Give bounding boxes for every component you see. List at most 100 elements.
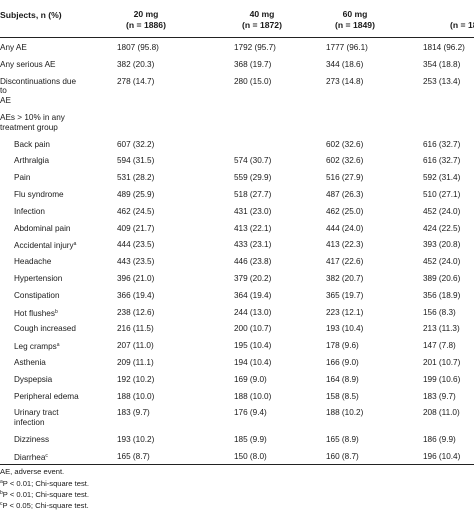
row-label: Any serious AE: [0, 60, 56, 70]
table-cell: 208 (11.0): [423, 408, 460, 418]
table-cell: 452 (24.0): [423, 257, 461, 267]
table-cell: 192 (10.2): [117, 374, 155, 384]
group-size-label: (n = 1885): [450, 20, 474, 30]
row-label-text: Headache: [14, 257, 52, 267]
table-cell: 382 (20.7): [326, 274, 364, 283]
table-cell: 413 (22.3): [326, 240, 364, 250]
table-cell: 238 (12.6): [117, 307, 155, 317]
table-cell: 531 (28.2): [117, 173, 155, 183]
row-label-text: Hot flushes: [14, 308, 55, 318]
table-cell: 594 (31.5): [117, 156, 155, 166]
table-cell: 193 (10.4): [326, 324, 364, 334]
row-label-line: Discontinuations due: [0, 76, 77, 86]
dose-column-header: (n = 1885): [430, 9, 474, 31]
group-size-label: (n = 1849): [335, 20, 375, 30]
row-label: Asthenia: [14, 358, 46, 368]
row-label: Abdominal pain: [14, 224, 70, 234]
row-label: Peripheral edema: [14, 392, 79, 402]
table-cell: 166 (9.0): [326, 358, 359, 367]
row-label: Any AE: [0, 43, 27, 53]
table-cell: 165 (8.7): [117, 451, 150, 461]
row-label: Dizziness: [14, 435, 49, 445]
dose-column-header: 60 mg (n = 1849): [315, 9, 395, 31]
table-cell: 602 (32.6): [326, 156, 364, 166]
table-cell: 178 (9.6): [326, 341, 359, 351]
table-cell: 616 (32.7): [423, 156, 461, 166]
footnote: cP < 0.05; Chi-square test.: [0, 499, 474, 511]
dose-column-header: 20 mg (n = 1886): [106, 9, 186, 31]
section-label-line: treatment group: [0, 122, 58, 132]
table-cell: 592 (31.4): [423, 173, 461, 183]
row-label: Urinary tract infection: [14, 408, 59, 427]
table-cell: 183 (9.7): [117, 408, 150, 418]
table-cell: 253 (13.4): [423, 76, 461, 86]
table-cell: 165 (8.9): [326, 434, 359, 444]
table-cell: 462 (25.0): [326, 206, 364, 216]
section-label-line: AEs > 10% in any: [0, 113, 65, 123]
table-cell: 510 (27.1): [423, 190, 461, 199]
row-label-text: Abdominal pain: [14, 223, 71, 233]
footnote-text: P < 0.05; Chi-square test.: [2, 501, 89, 511]
table-cell: 199 (10.6): [423, 374, 461, 384]
row-label: Discontinuations due to AE: [0, 77, 76, 106]
table-cell: 368 (19.7): [234, 59, 272, 69]
row-label-text: Flu syndrome: [14, 190, 64, 199]
row-label: Accidental injurya: [14, 240, 76, 251]
table-cell: 188 (10.0): [234, 391, 272, 401]
table-cell: 1792 (95.7): [234, 43, 276, 52]
dose-label: 20 mg: [133, 9, 159, 19]
row-label-text: Peripheral edema: [14, 391, 79, 401]
table-cell: 443 (23.5): [117, 257, 155, 267]
table-cell: 344 (18.6): [326, 59, 364, 69]
table-cell: 516 (27.9): [326, 173, 364, 183]
table-cell: 158 (8.5): [326, 391, 359, 401]
table-cell: 417 (22.6): [326, 257, 364, 267]
table-cell: 280 (15.0): [234, 76, 272, 86]
table-cell: 194 (10.4): [234, 358, 272, 367]
section-label-text: AEs > 10% in any treatment group: [0, 113, 65, 132]
table-cell: 188 (10.2): [326, 408, 364, 418]
table-cell: 431 (23.0): [234, 206, 272, 216]
table-cell: 393 (20.8): [423, 240, 461, 250]
row-label: Infection: [14, 207, 45, 217]
table-cell: 196 (10.4): [423, 451, 461, 461]
table-cell: 444 (23.5): [117, 240, 155, 250]
table-header: Subjects, n (%) 20 mg (n = 1886) 40 mg (n =…: [0, 6, 474, 38]
table-cell: 379 (20.2): [234, 274, 272, 283]
table-cell: 444 (24.0): [326, 223, 364, 233]
header-rule: [0, 37, 474, 38]
row-label-text: Back pain: [14, 139, 50, 149]
row-label-text: Accidental injury: [14, 241, 74, 251]
table-cell: 186 (9.9): [423, 434, 456, 444]
table-bottom-rule: [0, 464, 474, 466]
row-label: Back pain: [14, 140, 50, 150]
footnote: AE, adverse event.: [0, 466, 474, 477]
dose-label: 60 mg: [342, 9, 368, 19]
row-label-text: Infection: [14, 206, 45, 216]
table-cell: 389 (20.6): [423, 274, 461, 283]
table-cell: 273 (14.8): [326, 76, 364, 86]
table-cell: 602 (32.6): [326, 139, 364, 149]
table-cell: 147 (7.8): [423, 341, 456, 351]
row-label-text: Any AE: [0, 43, 27, 52]
table-cell: 354 (18.8): [423, 59, 461, 69]
table-cell: 223 (12.1): [326, 307, 364, 317]
group-size-label: (n = 1886): [126, 20, 166, 30]
footnote-text: P < 0.01; Chi-square test.: [2, 490, 89, 500]
table-cell: 452 (24.0): [423, 206, 461, 216]
row-label-text: Pain: [14, 173, 31, 183]
row-label-text: Asthenia: [14, 358, 46, 367]
footnote-text: P < 0.01; Chi-square test.: [2, 479, 89, 489]
table-cell: 278 (14.7): [117, 76, 155, 86]
table-cell: 616 (32.7): [423, 139, 461, 149]
table-cell: 559 (29.9): [234, 173, 272, 183]
dose-column-header: 40 mg (n = 1872): [222, 9, 302, 31]
row-label: Hypertension: [14, 274, 62, 284]
table-cell: 607 (32.2): [117, 139, 155, 149]
subjects-column-header: Subjects, n (%): [0, 10, 62, 20]
row-label: Dyspepsia: [14, 375, 52, 385]
row-label-line: AE: [0, 95, 11, 105]
row-label: Constipation: [14, 291, 60, 301]
row-label: Leg crampsa: [14, 341, 60, 352]
table-cell: 1807 (95.8): [117, 43, 159, 52]
